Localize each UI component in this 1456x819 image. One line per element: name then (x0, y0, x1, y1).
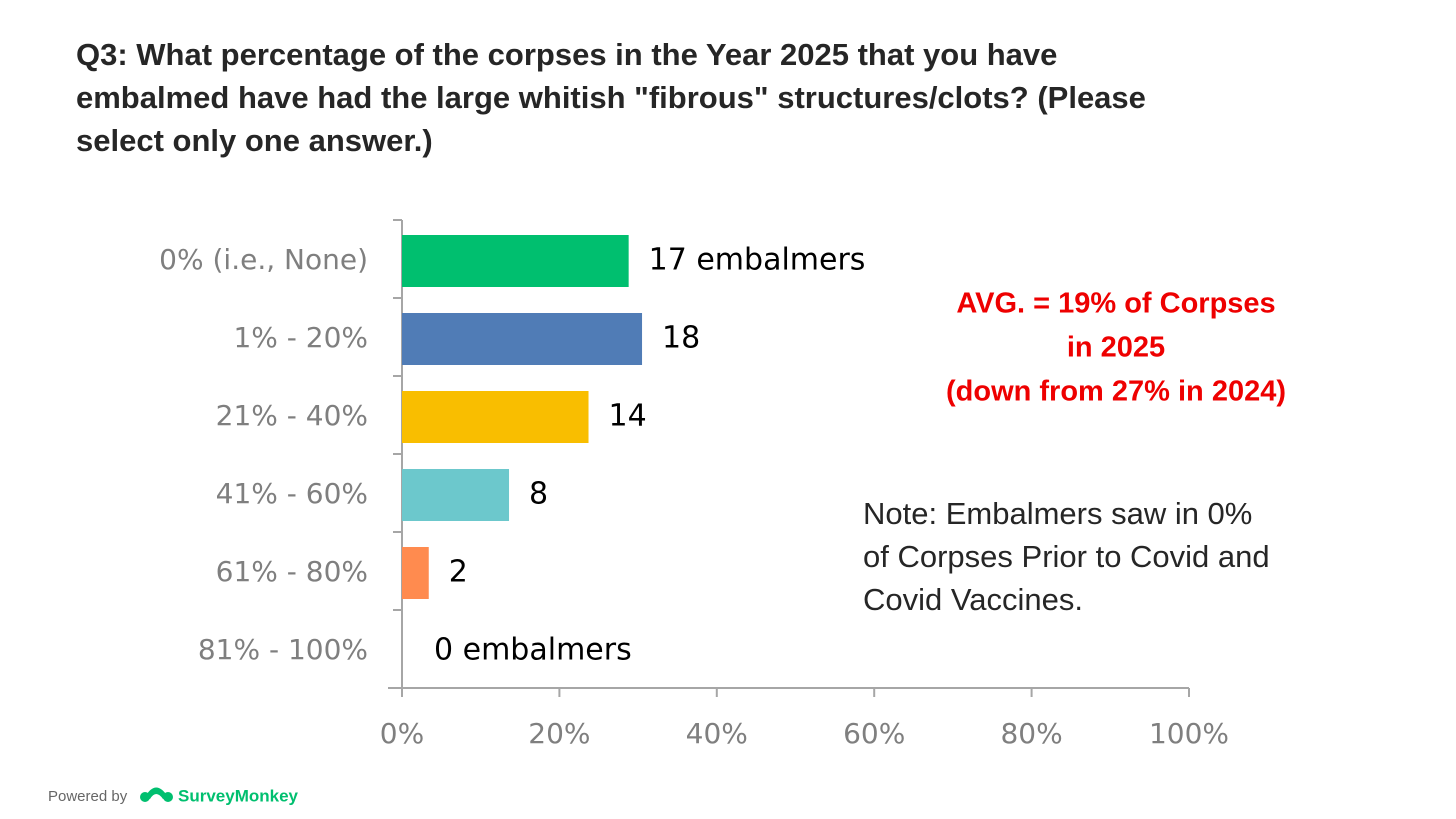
bar (402, 313, 643, 365)
y-tick-label: 41% - 60% (216, 477, 368, 510)
annotation: AVG. = 19% of Corpses (956, 288, 1275, 320)
note: Covid Vaccines. (863, 582, 1083, 617)
note: Note: Embalmers saw in 0% (863, 496, 1252, 531)
y-tick-label: 81% - 100% (198, 633, 368, 666)
y-tick-label: 1% - 20% (233, 321, 368, 354)
x-tick-label: 100% (1149, 717, 1229, 750)
footer-brand: SurveyMonkey (178, 786, 299, 805)
y-tick-label: 0% (i.e., None) (159, 243, 368, 276)
chart-title: Q3: What percentage of the corpses in th… (76, 37, 1057, 72)
annotation: in 2025 (1067, 332, 1165, 364)
bar (402, 235, 629, 287)
x-tick-label: 0% (380, 717, 424, 750)
annotation: (down from 27% in 2024) (946, 376, 1286, 408)
bar (402, 547, 429, 599)
brand-logo (140, 787, 173, 802)
chart-title: select only one answer.) (76, 123, 433, 158)
data-label: 17 embalmers (649, 243, 866, 278)
data-label: 14 (609, 399, 647, 434)
y-tick-label: 21% - 40% (216, 399, 368, 432)
data-label: 0 embalmers (434, 633, 632, 668)
x-tick-label: 80% (1000, 717, 1062, 750)
footer-prefix: Powered by (48, 788, 128, 805)
y-tick-label: 61% - 80% (216, 555, 368, 588)
note: of Corpses Prior to Covid and (863, 539, 1270, 574)
data-label: 8 (529, 477, 548, 512)
x-tick-label: 40% (686, 717, 748, 750)
chart-title: embalmed have had the large whitish "fib… (76, 80, 1146, 115)
bar (402, 469, 510, 521)
data-label: 2 (449, 555, 468, 590)
x-tick-label: 20% (528, 717, 590, 750)
bar (402, 391, 589, 443)
x-tick-label: 60% (843, 717, 905, 750)
data-label: 18 (662, 321, 700, 356)
